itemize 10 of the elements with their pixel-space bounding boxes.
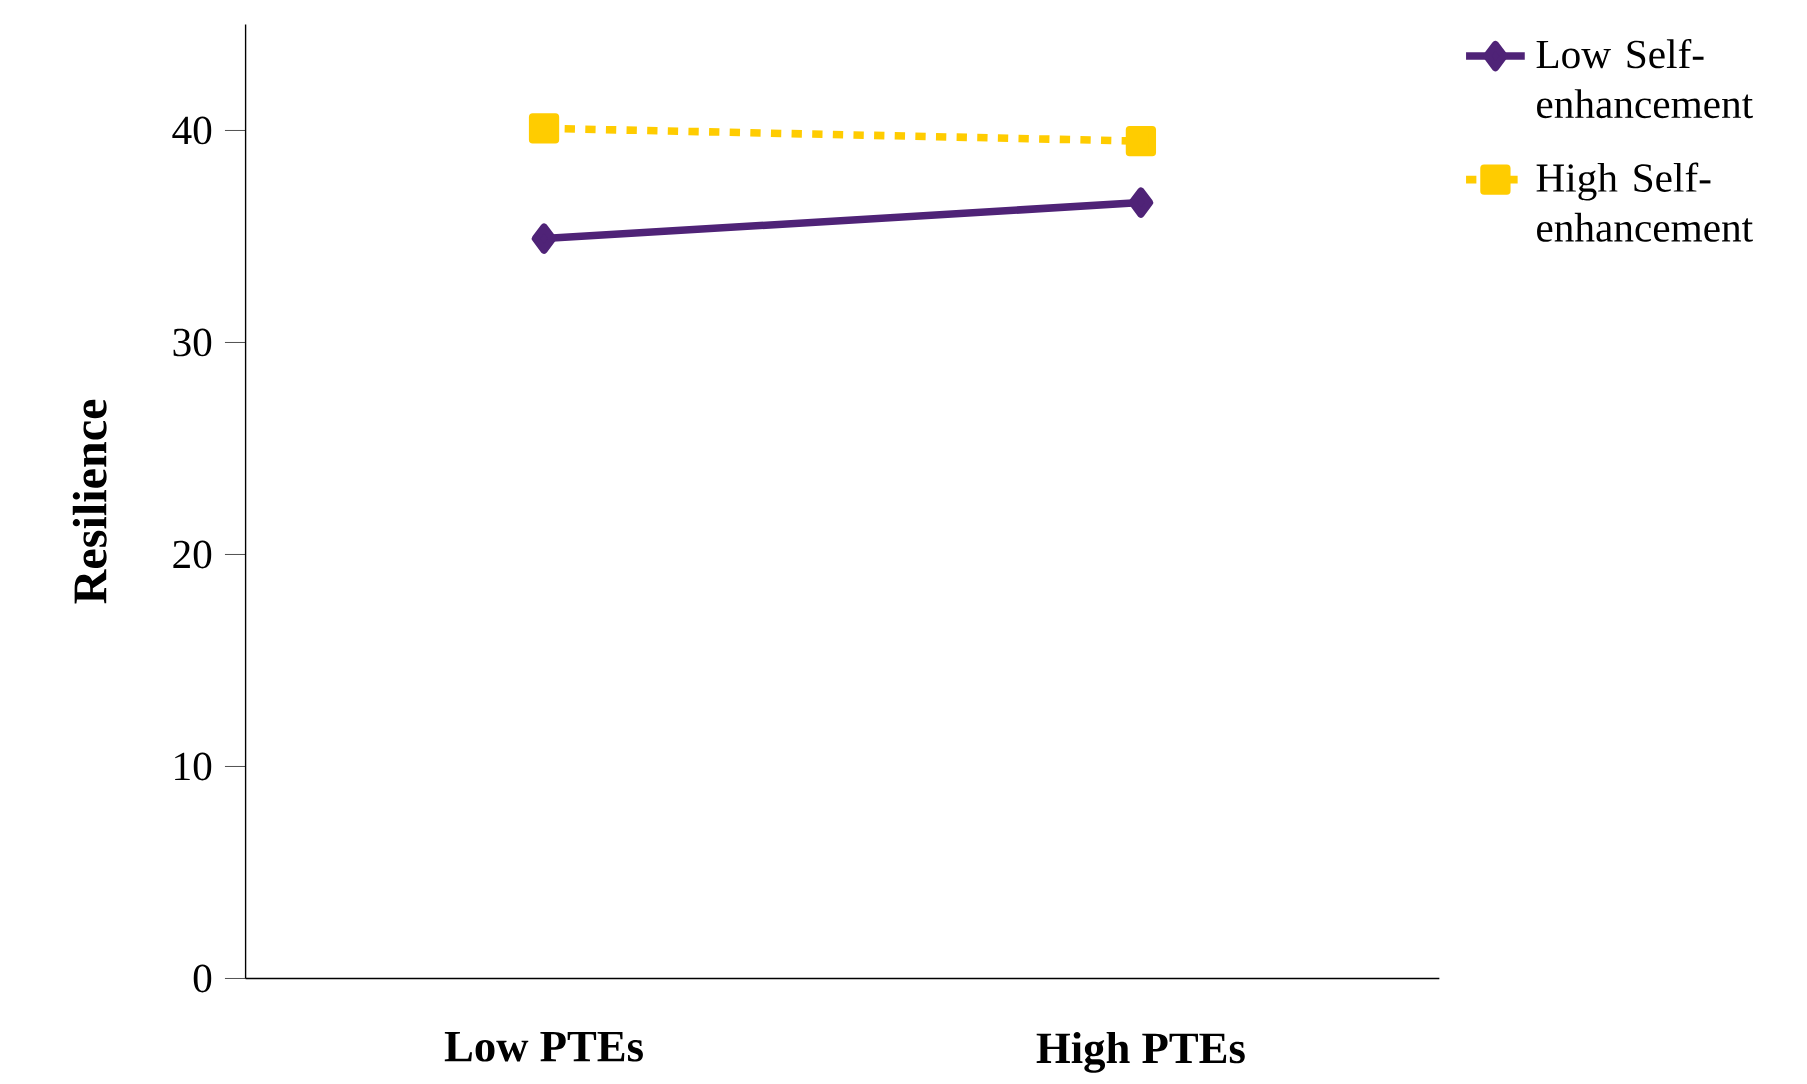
x-tick-label: Low PTEs bbox=[444, 1031, 643, 1062]
y-tick-label: 40 bbox=[172, 116, 212, 145]
y-tick-label: 0 bbox=[193, 964, 212, 993]
y-tick-label: 10 bbox=[175, 752, 212, 781]
y-tick-label: 20 bbox=[173, 540, 212, 569]
x-tick-label: High PTEs bbox=[1036, 1031, 1245, 1073]
y-tick-label: 30 bbox=[173, 328, 212, 357]
y-axis-title: Resilience bbox=[72, 399, 107, 604]
legend-label: High Self-enhancement bbox=[1536, 162, 1753, 242]
legend-label: Low Self-enhancement bbox=[1536, 38, 1753, 119]
